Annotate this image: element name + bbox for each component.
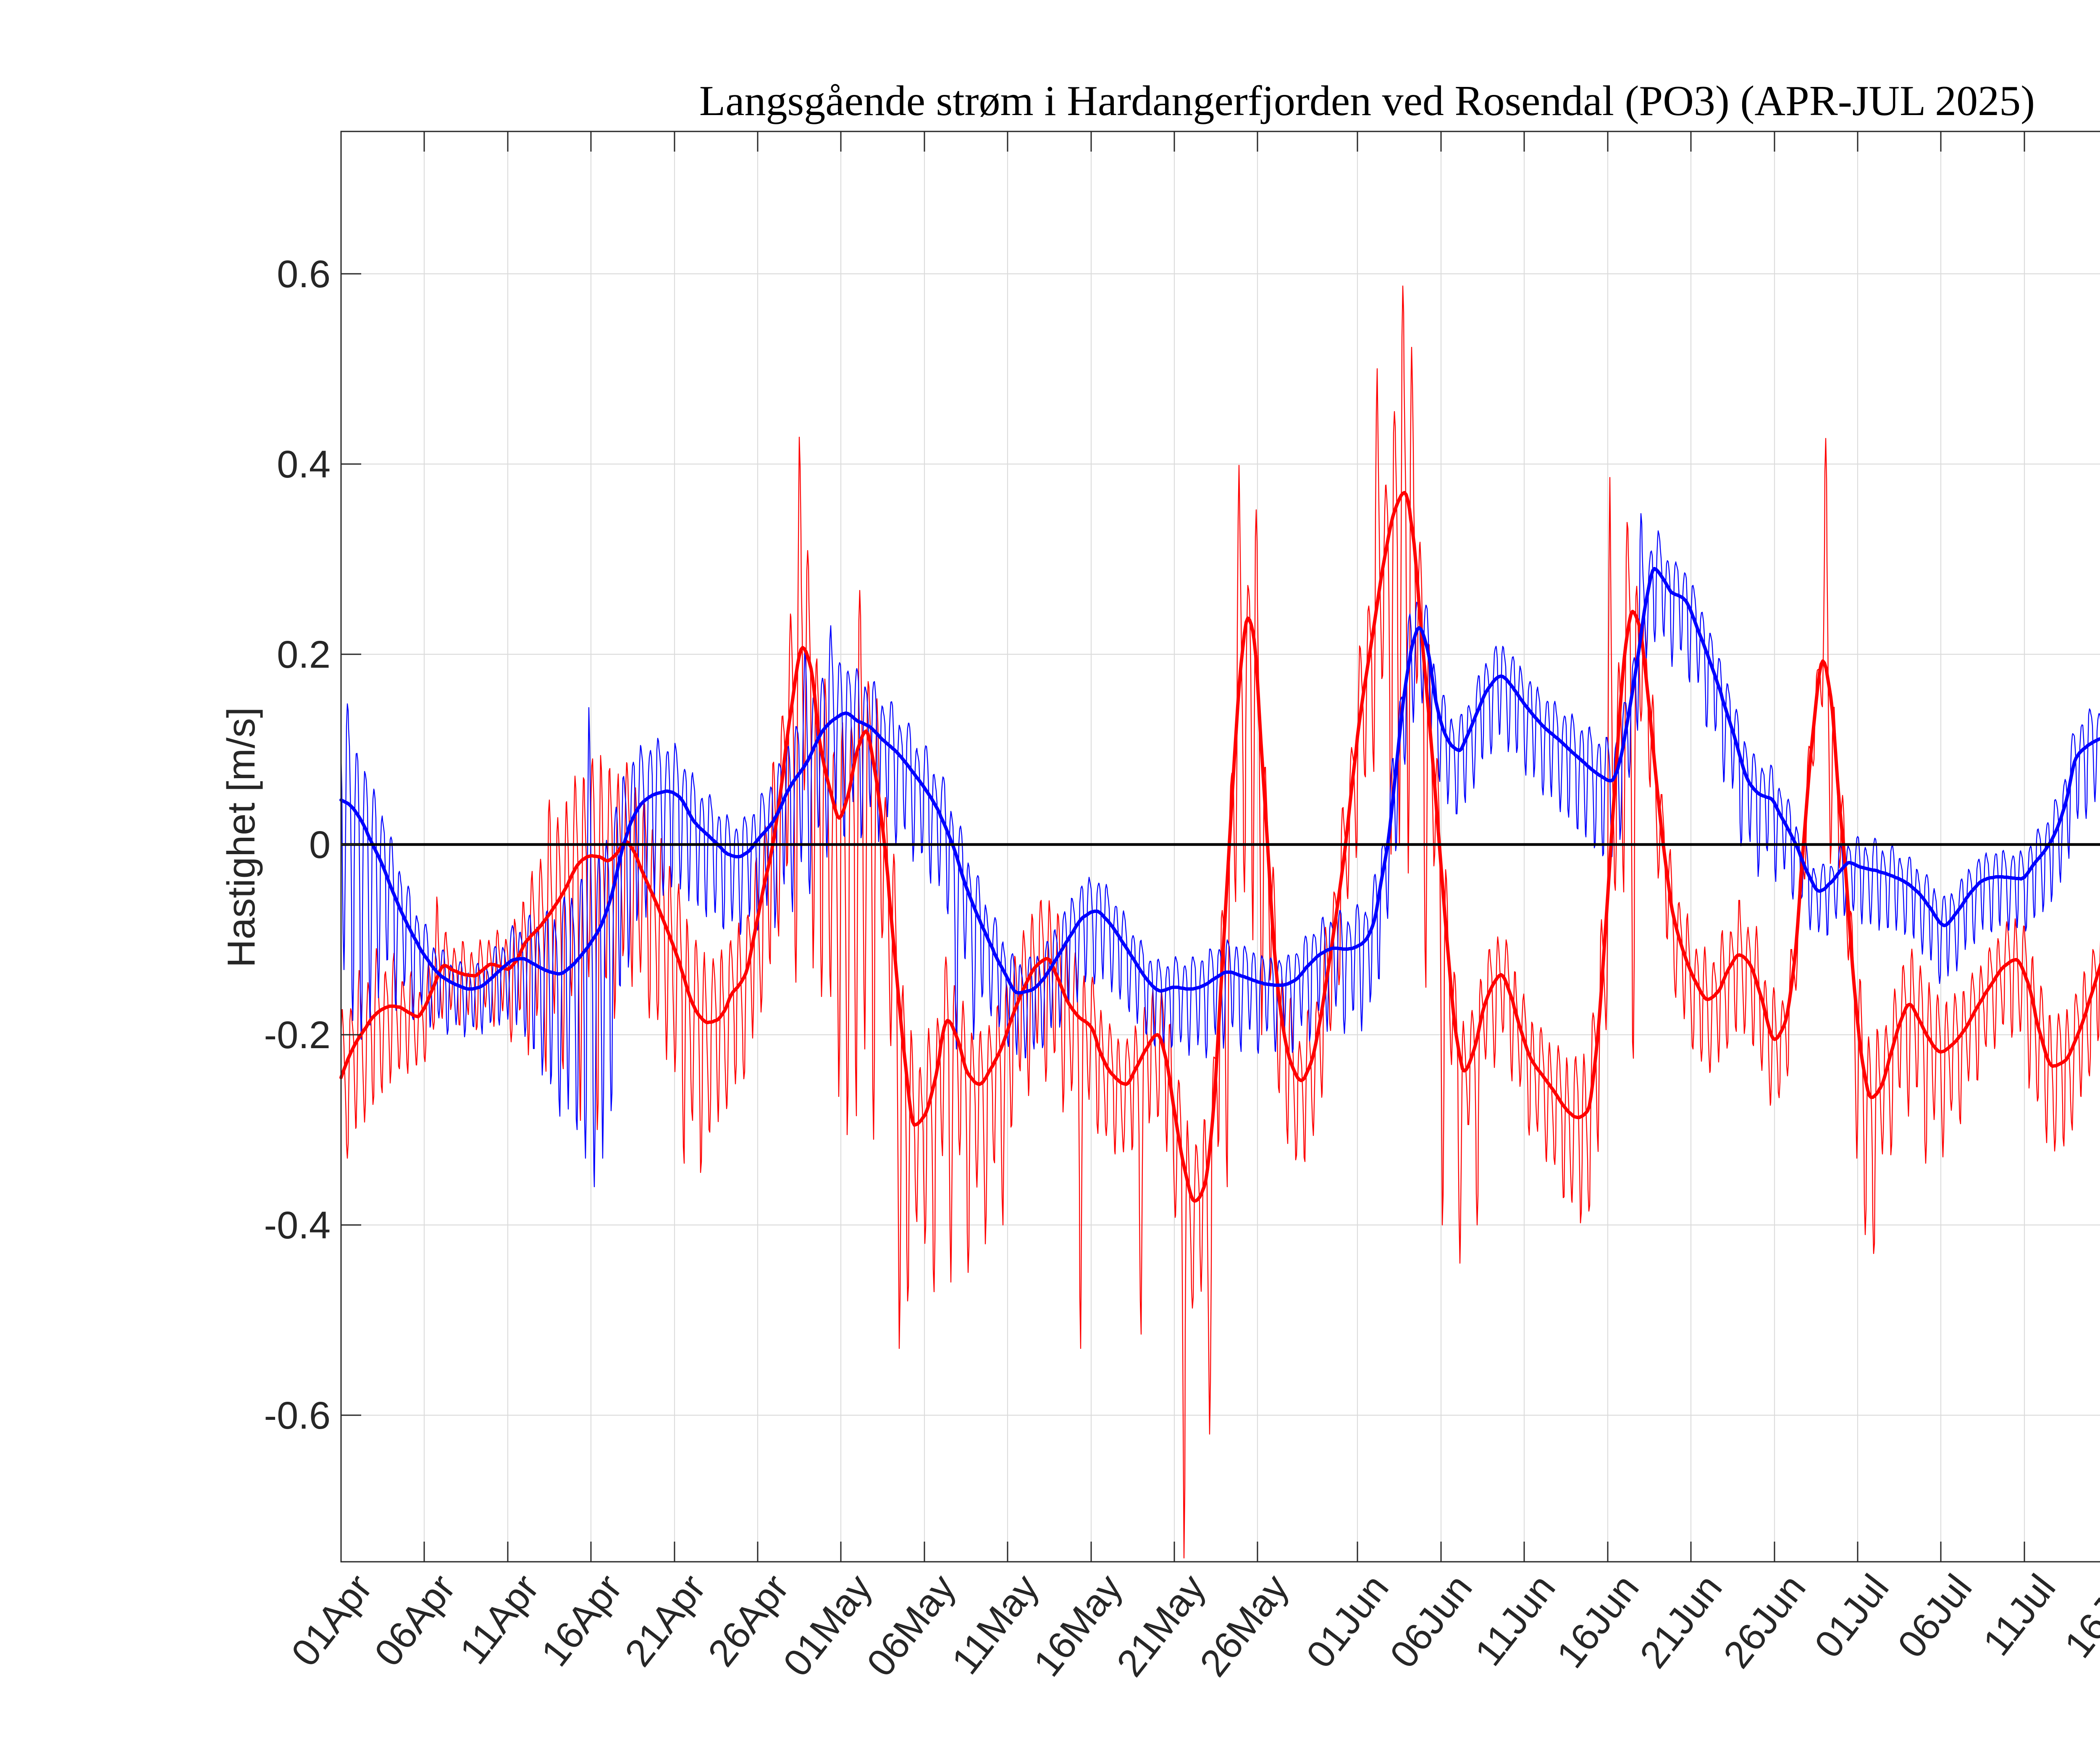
svg-text:0.4: 0.4 <box>277 443 331 486</box>
svg-text:-0.2: -0.2 <box>264 1014 331 1057</box>
svg-text:Hastighet [m/s]: Hastighet [m/s] <box>219 707 263 968</box>
svg-text:Langsgående strøm i Hardangerf: Langsgående strøm i Hardangerfjorden ved… <box>699 77 2035 125</box>
svg-text:-0.4: -0.4 <box>264 1204 331 1247</box>
svg-text:0.6: 0.6 <box>277 253 331 296</box>
svg-text:0: 0 <box>309 824 331 866</box>
svg-text:0.2: 0.2 <box>277 633 331 676</box>
svg-text:-0.6: -0.6 <box>264 1394 331 1437</box>
